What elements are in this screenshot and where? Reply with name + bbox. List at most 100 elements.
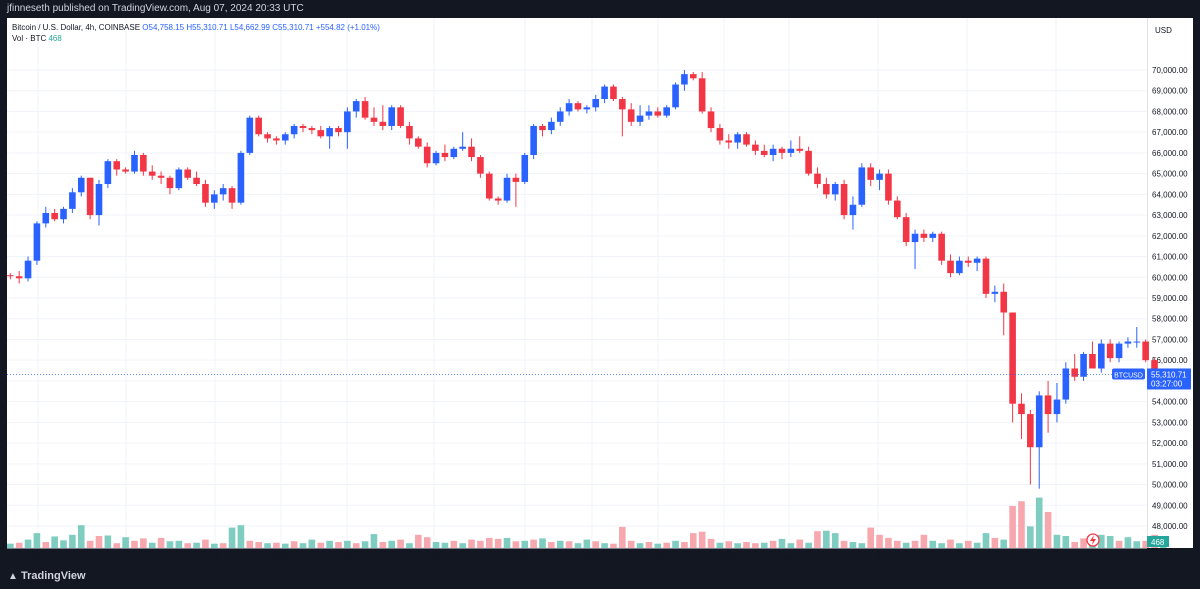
candle-body	[344, 111, 351, 133]
volume-bar	[113, 543, 121, 548]
volume-bar	[42, 542, 50, 548]
tradingview-logo[interactable]: ▲ TradingView	[8, 570, 86, 582]
volume-bar	[805, 542, 812, 548]
candle-body	[175, 169, 183, 189]
price-tick-label: 52,000.00	[1152, 439, 1188, 448]
candle-body	[1106, 343, 1114, 359]
candle-body	[973, 258, 981, 263]
candle-body	[1035, 395, 1043, 448]
volume-bar	[964, 540, 972, 548]
candle-body	[814, 173, 821, 184]
candle-body	[228, 188, 236, 203]
candle-body	[707, 111, 715, 129]
candle-body	[140, 154, 147, 172]
volume-bar	[929, 540, 937, 548]
candle-body	[202, 184, 209, 203]
candle-body	[725, 140, 733, 143]
candle-body	[982, 258, 990, 294]
volume-bar	[95, 536, 103, 548]
time-tick-label: 19	[211, 553, 220, 562]
volume-bar	[663, 542, 670, 548]
volume-bar	[33, 533, 41, 548]
volume-bar	[352, 543, 360, 548]
candle-body	[1124, 341, 1132, 344]
legend-volume-value: 468	[48, 34, 62, 43]
volume-bar	[840, 540, 848, 548]
candle-body	[654, 111, 662, 116]
candle-body	[184, 169, 191, 178]
candle-body	[148, 171, 156, 176]
candle-body	[281, 134, 289, 141]
volume-bar	[7, 543, 14, 548]
time-tick-label: 12:00	[714, 553, 735, 562]
last-price-label: 55,310.71	[1151, 370, 1187, 379]
volume-bar	[1009, 506, 1016, 548]
candle-body	[610, 86, 617, 100]
volume-bar	[858, 543, 866, 548]
candle-body	[24, 260, 32, 279]
price-tick-label: 68,000.00	[1152, 107, 1188, 116]
candle-body	[698, 78, 706, 112]
volume-bar	[140, 538, 147, 548]
volume-bar	[911, 540, 919, 548]
symbol-badge	[1112, 368, 1145, 380]
candle-body	[964, 260, 972, 263]
price-axis[interactable]	[1147, 18, 1193, 548]
volume-bar	[920, 534, 928, 548]
countdown-label: 03:27:00	[1151, 379, 1183, 388]
volume-bar	[1124, 537, 1132, 548]
volume-bar	[1035, 497, 1043, 548]
candle-body	[734, 134, 741, 143]
legend-open: O54,758.15	[142, 23, 185, 32]
candle-body	[583, 107, 591, 110]
candle-body	[831, 184, 839, 195]
candle-body	[361, 101, 369, 118]
time-tick-label: 7	[1054, 553, 1059, 562]
volume-bar	[86, 540, 94, 548]
volume-bar	[370, 534, 378, 548]
candle-body	[335, 128, 342, 133]
candle-body	[273, 138, 280, 141]
price-tick-label: 54,000.00	[1152, 398, 1188, 407]
volume-bar	[689, 533, 697, 548]
candle-body	[503, 177, 511, 201]
candle-body	[122, 169, 129, 172]
volume-bar	[432, 542, 440, 548]
candle-body	[938, 233, 945, 261]
volume-bar	[344, 540, 351, 548]
price-tick-label: 69,000.00	[1152, 87, 1188, 96]
volume-bar	[299, 543, 307, 548]
candle-body	[423, 146, 431, 164]
volume-bar	[716, 542, 724, 548]
candle-body	[867, 167, 874, 180]
volume-bar	[131, 540, 138, 548]
time-tick-label: 9	[1142, 553, 1147, 562]
legend-change: +554.82 (+1.01%)	[315, 23, 380, 32]
candle-body	[539, 125, 546, 131]
candle-body	[716, 128, 724, 141]
price-tick-label: 51,000.00	[1152, 460, 1188, 469]
price-tick-label: 70,000.00	[1152, 66, 1188, 75]
volume-bar	[707, 538, 715, 548]
candle-body	[219, 188, 227, 195]
volume-bar	[849, 542, 857, 548]
volume-bar	[796, 539, 804, 548]
price-tick-label: 60,000.00	[1152, 273, 1188, 282]
volume-bar	[645, 542, 653, 548]
volume-bar	[619, 526, 626, 548]
time-tick-label: 12:00	[582, 553, 603, 562]
volume-bar	[938, 543, 945, 548]
price-tick-label: 64,000.00	[1152, 190, 1188, 199]
volume-bar	[530, 539, 537, 548]
volume-bar	[51, 536, 58, 548]
candle-body	[672, 84, 679, 108]
volume-bar	[787, 543, 795, 548]
volume-bar	[1044, 512, 1052, 548]
candle-body	[317, 130, 325, 137]
candle-body	[645, 111, 653, 116]
candle-body	[1053, 399, 1061, 415]
candle-body	[379, 121, 387, 126]
price-tick-label: 62,000.00	[1152, 232, 1188, 241]
volume-bar	[264, 543, 271, 548]
